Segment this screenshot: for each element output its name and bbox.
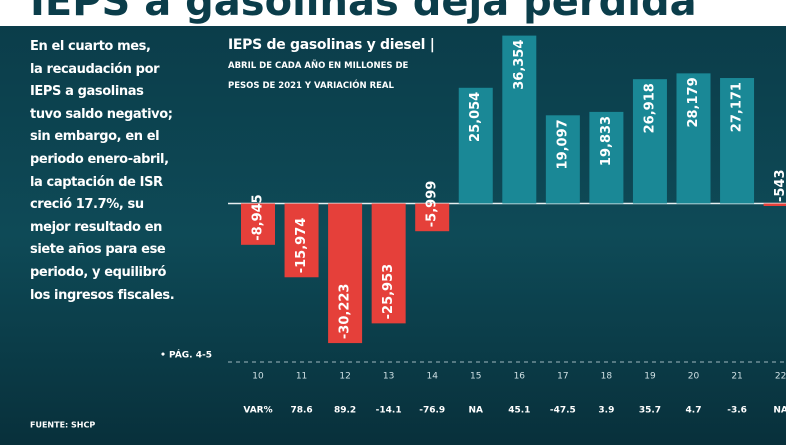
x-tick-label: 21 bbox=[731, 372, 742, 382]
x-tick-label: 14 bbox=[426, 372, 438, 382]
article-line: periodo enero-abril, bbox=[30, 151, 169, 167]
variation-value: 35.7 bbox=[639, 406, 661, 416]
value-label: -25,953 bbox=[381, 264, 396, 320]
article-line: la captación de ISR bbox=[30, 174, 163, 190]
x-tick-label: 20 bbox=[688, 372, 700, 382]
variation-value: 3.9 bbox=[598, 406, 614, 416]
bar bbox=[328, 203, 363, 344]
value-label: 26,918 bbox=[642, 83, 657, 133]
value-label: 25,054 bbox=[468, 92, 483, 142]
value-label: 19,833 bbox=[599, 116, 614, 166]
variation-value: -47.5 bbox=[550, 406, 576, 416]
value-label: 36,354 bbox=[512, 40, 527, 90]
variation-value: 45.1 bbox=[508, 406, 530, 416]
bar bbox=[284, 203, 319, 278]
x-tick-label: 16 bbox=[514, 372, 526, 382]
article-line: IEPS a gasolinas bbox=[30, 84, 144, 100]
source: FUENTE: SHCP bbox=[30, 421, 95, 430]
article-line: siete años para ese bbox=[30, 242, 166, 258]
bar bbox=[502, 35, 537, 204]
bar bbox=[545, 115, 580, 204]
variation-value: 78.6 bbox=[290, 406, 312, 416]
x-tick-label: 12 bbox=[339, 372, 350, 382]
article-line: creció 17.7%, su bbox=[30, 197, 144, 213]
x-tick-label: 13 bbox=[383, 372, 394, 382]
value-label: 27,171 bbox=[730, 82, 745, 132]
bar bbox=[720, 78, 755, 204]
variation-value: -76.9 bbox=[419, 406, 445, 416]
variation-value: -3.6 bbox=[727, 406, 747, 416]
chart-title: IEPS de gasolinas y diesel | bbox=[228, 37, 435, 53]
bar bbox=[241, 203, 275, 245]
value-label: -5,999 bbox=[425, 181, 440, 228]
chart-title-block: IEPS de gasolinas y diesel | ABRIL DE CA… bbox=[228, 34, 438, 93]
reference: • PÁG. 4-5 bbox=[160, 349, 212, 361]
article-line: tuvo saldo negativo; bbox=[30, 106, 173, 122]
bar bbox=[458, 87, 493, 204]
chart-subtitle: ABRIL DE CADA AÑO EN MILLONES DE PESOS D… bbox=[228, 61, 409, 91]
headline: IEPS a gasolinas deja pérdida bbox=[30, 0, 697, 25]
bar bbox=[632, 79, 667, 204]
article-line: los ingresos fiscales. bbox=[30, 287, 175, 303]
value-label: -543 bbox=[773, 169, 786, 202]
variation-value: NA bbox=[773, 406, 786, 416]
variation-value: 89.2 bbox=[334, 406, 356, 416]
article-line: En el cuarto mes, bbox=[30, 39, 151, 54]
bar bbox=[415, 203, 450, 232]
value-label: -30,223 bbox=[338, 284, 353, 340]
article-line: la recaudación por bbox=[30, 61, 160, 77]
x-tick-label: 22 bbox=[775, 372, 786, 382]
x-tick-label: 19 bbox=[644, 372, 656, 382]
article-line: sin embargo, en el bbox=[30, 129, 160, 145]
x-tick-label: 18 bbox=[601, 372, 613, 382]
bar bbox=[676, 73, 711, 204]
value-label: 19,097 bbox=[555, 119, 570, 169]
variation-value: 4.7 bbox=[686, 406, 702, 416]
x-tick-label: 17 bbox=[557, 372, 568, 382]
bar bbox=[589, 111, 624, 204]
x-tick-label: 10 bbox=[252, 372, 264, 382]
variation-value: -14.1 bbox=[376, 406, 402, 416]
x-tick-label: 15 bbox=[470, 372, 481, 382]
article: En el cuarto mes, la recaudación por IEPS … bbox=[30, 36, 175, 307]
article-line: periodo, y equilibró bbox=[30, 264, 167, 280]
variation-label: VAR% bbox=[243, 406, 272, 416]
value-label: 28,179 bbox=[686, 77, 701, 127]
x-tick-label: 11 bbox=[296, 372, 307, 382]
article-line: mejor resultado en bbox=[30, 219, 162, 235]
bar bbox=[763, 203, 786, 207]
value-label: -15,974 bbox=[294, 218, 309, 274]
bar bbox=[371, 203, 406, 324]
variation-value: NA bbox=[469, 406, 484, 416]
value-label: -8,945 bbox=[251, 194, 266, 241]
